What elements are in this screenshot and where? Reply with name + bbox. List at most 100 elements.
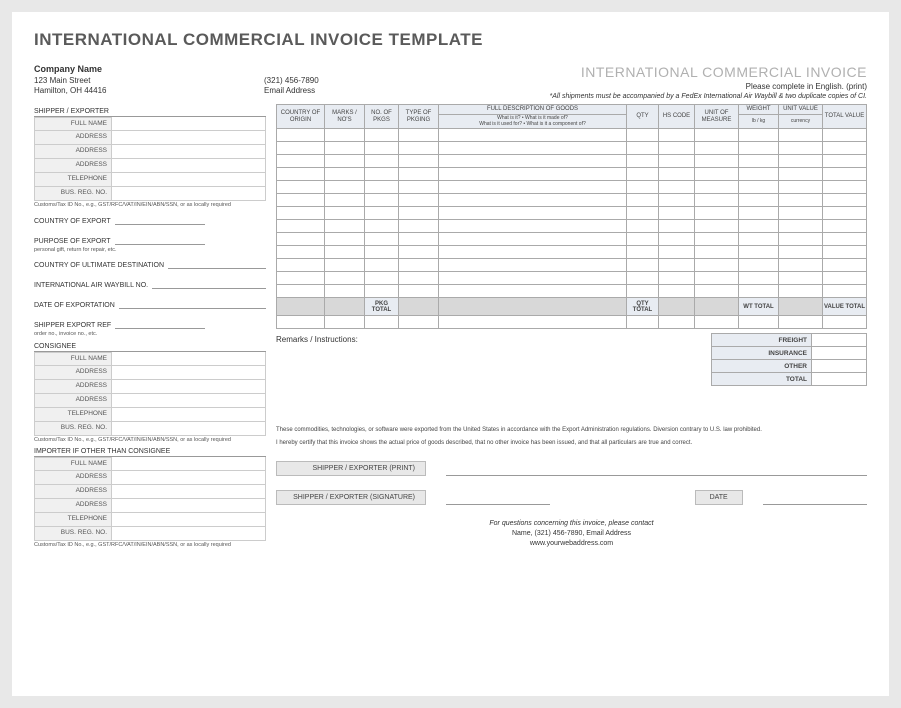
goods-cell[interactable] <box>823 129 867 142</box>
freight-value[interactable] <box>812 334 867 347</box>
goods-cell[interactable] <box>365 142 399 155</box>
goods-cell[interactable] <box>365 207 399 220</box>
goods-cell[interactable] <box>325 181 365 194</box>
consignee-field-value[interactable] <box>112 352 266 366</box>
goods-cell[interactable] <box>439 246 627 259</box>
goods-cell[interactable] <box>365 285 399 298</box>
goods-cell[interactable] <box>739 194 779 207</box>
goods-cell[interactable] <box>659 207 695 220</box>
goods-cell[interactable] <box>779 220 823 233</box>
goods-cell[interactable] <box>439 285 627 298</box>
goods-cell[interactable] <box>823 259 867 272</box>
goods-cell[interactable] <box>823 285 867 298</box>
goods-cell[interactable] <box>659 181 695 194</box>
consignee-field-value[interactable] <box>112 380 266 394</box>
goods-cell[interactable] <box>325 285 365 298</box>
country-export-input[interactable] <box>115 215 205 225</box>
sig-sign-line[interactable] <box>446 504 550 505</box>
goods-cell[interactable] <box>439 233 627 246</box>
goods-cell[interactable] <box>365 194 399 207</box>
consignee-field-value[interactable] <box>112 394 266 408</box>
shipper-field-value[interactable] <box>112 187 266 201</box>
goods-cell[interactable] <box>325 233 365 246</box>
goods-cell[interactable] <box>399 272 439 285</box>
goods-cell[interactable] <box>365 233 399 246</box>
goods-cell[interactable] <box>739 272 779 285</box>
insurance-value[interactable] <box>812 347 867 360</box>
goods-cell[interactable] <box>823 233 867 246</box>
goods-cell[interactable] <box>695 272 739 285</box>
goods-cell[interactable] <box>325 142 365 155</box>
goods-cell[interactable] <box>695 220 739 233</box>
goods-cell[interactable] <box>365 220 399 233</box>
goods-cell[interactable] <box>399 233 439 246</box>
goods-cell[interactable] <box>325 168 365 181</box>
goods-cell[interactable] <box>439 259 627 272</box>
goods-cell[interactable] <box>277 220 325 233</box>
goods-cell[interactable] <box>627 285 659 298</box>
goods-cell[interactable] <box>779 233 823 246</box>
goods-cell[interactable] <box>399 207 439 220</box>
goods-cell[interactable] <box>739 168 779 181</box>
goods-cell[interactable] <box>277 233 325 246</box>
goods-cell[interactable] <box>659 220 695 233</box>
goods-cell[interactable] <box>659 246 695 259</box>
goods-cell[interactable] <box>823 181 867 194</box>
goods-cell[interactable] <box>627 259 659 272</box>
goods-cell[interactable] <box>277 194 325 207</box>
shipper-field-value[interactable] <box>112 173 266 187</box>
goods-cell[interactable] <box>695 142 739 155</box>
goods-cell[interactable] <box>277 259 325 272</box>
goods-cell[interactable] <box>325 194 365 207</box>
goods-cell[interactable] <box>439 220 627 233</box>
goods-cell[interactable] <box>325 246 365 259</box>
goods-cell[interactable] <box>779 155 823 168</box>
goods-cell[interactable] <box>365 246 399 259</box>
goods-cell[interactable] <box>627 129 659 142</box>
goods-cell[interactable] <box>277 142 325 155</box>
goods-cell[interactable] <box>695 129 739 142</box>
shipper-field-value[interactable] <box>112 131 266 145</box>
importer-field-value[interactable] <box>112 457 266 471</box>
goods-cell[interactable] <box>399 142 439 155</box>
goods-cell[interactable] <box>779 194 823 207</box>
goods-cell[interactable] <box>695 285 739 298</box>
importer-field-value[interactable] <box>112 513 266 527</box>
goods-cell[interactable] <box>779 259 823 272</box>
goods-cell[interactable] <box>627 246 659 259</box>
goods-cell[interactable] <box>277 129 325 142</box>
goods-cell[interactable] <box>439 207 627 220</box>
goods-cell[interactable] <box>439 142 627 155</box>
goods-cell[interactable] <box>823 272 867 285</box>
date-exportation-input[interactable] <box>119 299 266 309</box>
goods-cell[interactable] <box>627 272 659 285</box>
importer-field-value[interactable] <box>112 471 266 485</box>
goods-cell[interactable] <box>823 168 867 181</box>
goods-cell[interactable] <box>695 168 739 181</box>
goods-cell[interactable] <box>627 207 659 220</box>
goods-cell[interactable] <box>779 181 823 194</box>
goods-cell[interactable] <box>627 142 659 155</box>
goods-cell[interactable] <box>779 142 823 155</box>
goods-cell[interactable] <box>627 181 659 194</box>
goods-cell[interactable] <box>627 194 659 207</box>
goods-cell[interactable] <box>739 233 779 246</box>
goods-cell[interactable] <box>739 207 779 220</box>
shipper-field-value[interactable] <box>112 145 266 159</box>
goods-cell[interactable] <box>399 285 439 298</box>
goods-cell[interactable] <box>399 194 439 207</box>
consignee-field-value[interactable] <box>112 366 266 380</box>
goods-cell[interactable] <box>779 129 823 142</box>
other-value[interactable] <box>812 360 867 373</box>
goods-cell[interactable] <box>277 285 325 298</box>
goods-cell[interactable] <box>739 155 779 168</box>
goods-cell[interactable] <box>399 181 439 194</box>
shipper-field-value[interactable] <box>112 117 266 131</box>
goods-cell[interactable] <box>439 168 627 181</box>
goods-cell[interactable] <box>823 207 867 220</box>
goods-cell[interactable] <box>439 181 627 194</box>
goods-cell[interactable] <box>659 194 695 207</box>
goods-cell[interactable] <box>325 259 365 272</box>
total-value[interactable] <box>812 373 867 386</box>
goods-cell[interactable] <box>439 194 627 207</box>
